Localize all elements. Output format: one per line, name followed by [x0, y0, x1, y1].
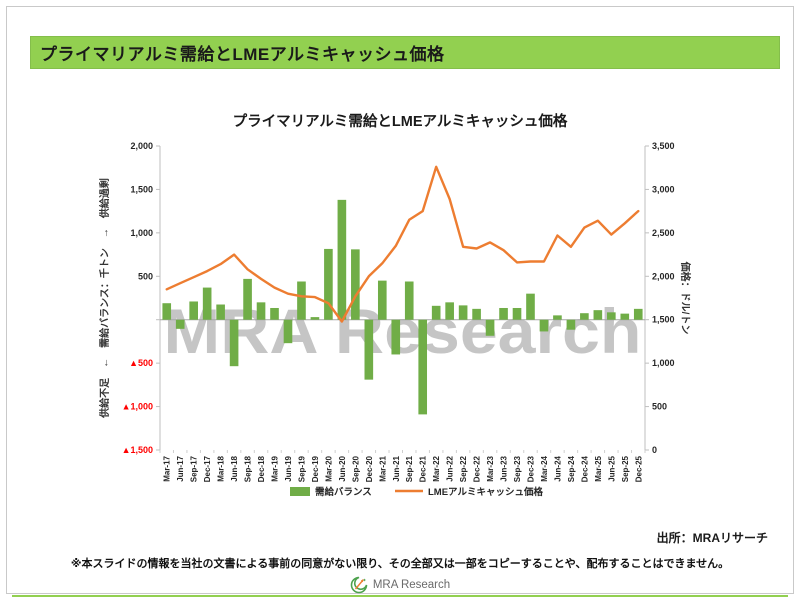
svg-text:500: 500 — [138, 271, 153, 281]
svg-text:1,000: 1,000 — [652, 358, 675, 368]
svg-text:Jun-18: Jun-18 — [230, 455, 239, 481]
svg-text:▲1,000: ▲1,000 — [122, 402, 153, 412]
svg-text:Jun-21: Jun-21 — [392, 455, 401, 481]
svg-text:Sep-24: Sep-24 — [567, 455, 576, 482]
svg-text:Mar-22: Mar-22 — [432, 455, 441, 481]
svg-text:供給不足 ← 需給バランス：千トン → 供給過剰: 供給不足 ← 需給バランス：千トン → 供給過剰 — [98, 178, 111, 419]
svg-text:Mar-24: Mar-24 — [540, 455, 549, 481]
legend-bar-swatch — [290, 487, 310, 496]
svg-text:1,500: 1,500 — [130, 184, 153, 194]
svg-text:Mar-18: Mar-18 — [217, 455, 226, 481]
svg-text:Jun-25: Jun-25 — [607, 455, 616, 481]
svg-text:Mar-20: Mar-20 — [324, 455, 333, 481]
header-title: プライマリアルミ需給とLMEアルミキャッシュ価格 — [40, 45, 445, 64]
svg-text:Mar-17: Mar-17 — [163, 455, 172, 481]
svg-text:需給バランス: 需給バランス — [315, 486, 372, 498]
svg-text:Dec-21: Dec-21 — [419, 455, 428, 482]
svg-text:Dec-19: Dec-19 — [311, 455, 320, 482]
svg-text:Sep-17: Sep-17 — [190, 455, 199, 482]
svg-text:Mar-21: Mar-21 — [378, 455, 387, 481]
svg-text:Dec-18: Dec-18 — [257, 455, 266, 482]
svg-text:Mar-19: Mar-19 — [271, 455, 280, 481]
svg-text:Mar-23: Mar-23 — [486, 455, 495, 481]
svg-text:MRA Research: MRA Research — [164, 297, 642, 367]
svg-text:1,500: 1,500 — [652, 315, 675, 325]
svg-text:Sep-18: Sep-18 — [244, 455, 253, 482]
svg-text:Jun-23: Jun-23 — [500, 455, 509, 481]
svg-text:Sep-25: Sep-25 — [621, 455, 630, 482]
svg-text:3,000: 3,000 — [652, 184, 675, 194]
svg-text:2,000: 2,000 — [130, 141, 153, 151]
source-note: 出所：MRAリサーチ — [656, 531, 768, 545]
svg-text:Dec-17: Dec-17 — [203, 455, 212, 482]
svg-text:3,500: 3,500 — [652, 141, 675, 151]
logo-text: MRA Research — [372, 579, 451, 591]
svg-text:1,000: 1,000 — [130, 228, 153, 238]
svg-text:2,500: 2,500 — [652, 228, 675, 238]
chart-canvas: MRA Research 2,000 1,500 1,000 500 ▲500 ▲1,000… — [98, 141, 692, 498]
disclaimer-text: ※本スライドの情報を当社の文書による事前の同意がない限り、その全部又は一部をコピ… — [70, 558, 730, 570]
svg-text:Sep-21: Sep-21 — [405, 455, 414, 482]
chart: プライマリアルミ需給とLMEアルミキャッシュ価格 MRA Research 2,0… — [90, 104, 710, 524]
svg-text:LMEアルミキャッシュ価格: LMEアルミキャッシュ価格 — [428, 486, 543, 498]
svg-text:Jun-22: Jun-22 — [446, 455, 455, 481]
svg-text:▲1,500: ▲1,500 — [122, 445, 153, 455]
svg-text:Sep-23: Sep-23 — [513, 455, 522, 482]
svg-text:Jun-20: Jun-20 — [338, 455, 347, 481]
chart-title: プライマリアルミ需給とLMEアルミキャッシュ価格 — [232, 114, 568, 130]
svg-text:500: 500 — [652, 402, 667, 412]
svg-text:Dec-20: Dec-20 — [365, 455, 374, 482]
svg-text:▲500: ▲500 — [129, 358, 153, 368]
svg-text:Sep-22: Sep-22 — [459, 455, 468, 482]
logo: MRA Research — [0, 574, 800, 596]
logo-icon — [350, 576, 368, 594]
svg-text:Dec-24: Dec-24 — [580, 455, 589, 482]
svg-text:Dec-22: Dec-22 — [473, 455, 482, 482]
svg-text:価格：ドル/トン: 価格：ドル/トン — [679, 261, 692, 335]
svg-text:Jun-17: Jun-17 — [176, 455, 185, 481]
svg-text:2,000: 2,000 — [652, 271, 675, 281]
svg-text:Sep-20: Sep-20 — [351, 455, 360, 482]
svg-text:0: 0 — [652, 445, 657, 455]
bottom-accent-line — [12, 595, 788, 597]
header-bar: プライマリアルミ需給とLMEアルミキャッシュ価格 — [30, 36, 780, 69]
svg-text:Mar-25: Mar-25 — [594, 455, 603, 481]
svg-text:Dec-25: Dec-25 — [634, 455, 643, 482]
svg-text:Jun-19: Jun-19 — [284, 455, 293, 481]
svg-text:Jun-24: Jun-24 — [553, 455, 562, 481]
svg-text:Dec-23: Dec-23 — [526, 455, 535, 482]
svg-text:Sep-19: Sep-19 — [297, 455, 306, 482]
